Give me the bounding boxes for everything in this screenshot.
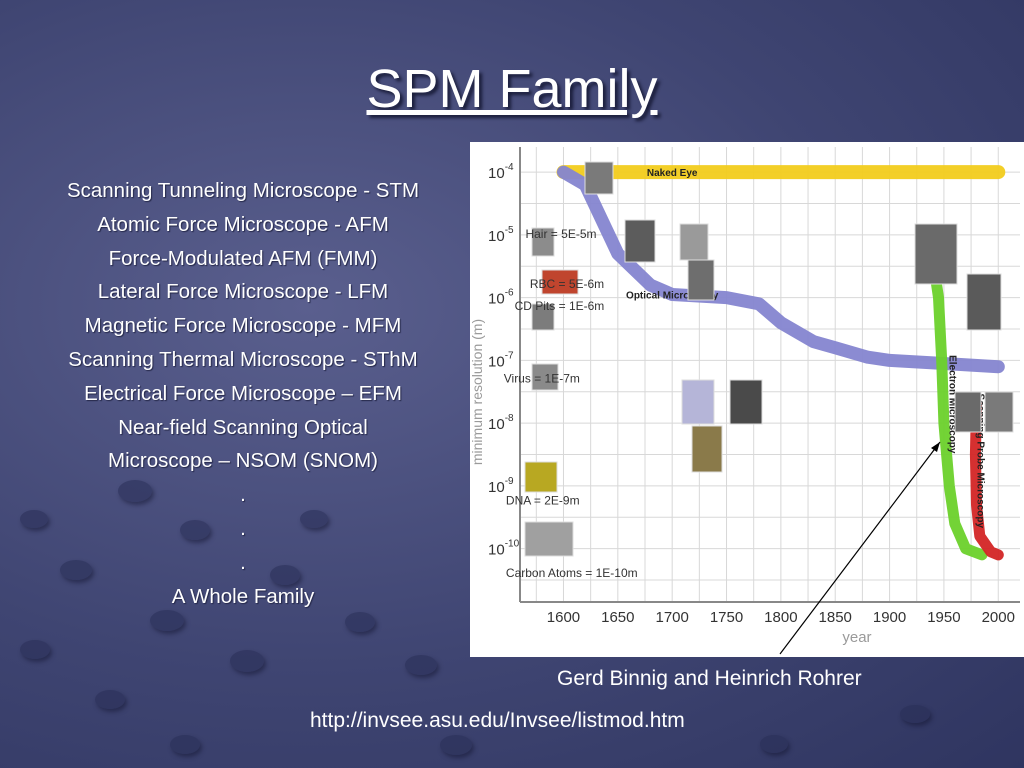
series-label: Naked Eye [647,168,698,179]
y-tick-label: 10-6 [488,288,514,308]
pointer-arrowhead [931,442,940,452]
source-url[interactable]: http://invsee.asu.edu/Invsee/listmod.htm [310,709,685,732]
thumbnail-image [966,273,1002,331]
x-tick-label: 1850 [819,609,852,626]
thumbnail-image [914,223,958,285]
bullet-item: Microscope – NSOM (SNOM) [108,449,378,473]
annotation-label: Carbon Atoms = 1E-10m [506,566,638,580]
x-tick-label: 2000 [982,609,1015,626]
thumbnail-image [531,303,555,331]
bullet-item: Electrical Force Microscope – EFM [84,381,402,405]
caption: Gerd Binnig and Heinrich Rohrer [557,667,862,690]
bullet-item: Atomic Force Microscope - AFM [97,212,389,236]
y-tick-label: 10-10 [488,539,520,559]
bullet-item: . [240,516,246,540]
resolution-history-chart: 1600 1650 1700 1750 1800 1850 1900 1950 2000 10-4… [470,147,1020,655]
x-tick-label: 1650 [601,609,634,626]
bullet-item: Scanning Thermal Microscope - SThM [68,347,418,371]
x-tick-label: 1600 [547,609,580,626]
series-label: Electron Microscopy [946,355,957,454]
thumbnail-image [679,223,709,261]
annotation-label: Hair = 5E-5m [525,227,596,241]
x-tick-label: 1750 [710,609,743,626]
thumbnail-image [954,391,982,433]
bullet-item: Scanning Tunneling Microscope - STM [66,179,420,202]
thumbnail-image [531,363,559,391]
thumbnail-image [541,269,579,295]
chart-panel: 1600 1650 1700 1750 1800 1850 1900 1950 2000 10-4… [470,142,1024,657]
x-tick-label: 1800 [764,609,797,626]
x-tick-label: 1950 [927,609,960,626]
series-line [969,398,1004,561]
bullet-item: Lateral Force Microscope - LFM [97,280,389,304]
series-label: Optical Microscopy [626,290,719,301]
y-axis-label: minimum resolution (m) [470,319,485,465]
thumbnail-image [691,425,723,473]
y-tick-label: 10-5 [488,225,514,245]
pointer-line [779,441,941,655]
annotation-label: RBC = 5E-6m [530,277,604,291]
annotation-label: Virus = 1E-7m [504,371,580,385]
x-axis-label: year [842,629,871,646]
series-line [557,165,1005,374]
thumbnail-image [687,259,715,301]
thumbnail-image [584,161,614,195]
thumbnail-image [984,391,1014,433]
thumbnail-image [531,227,555,257]
x-tick-label: 1900 [873,609,906,626]
thumbnail-image [524,461,558,493]
bullet-item: Magnetic Force Microscope - MFM [84,314,402,338]
annotation-label: CD Pits = 1E-6m [515,299,605,313]
bullet-item: . [240,483,246,507]
y-tick-label: 10-7 [488,350,514,370]
y-tick-label: 10-4 [488,162,514,182]
y-tick-label: 10-8 [488,413,514,433]
series-label: Scanning Probe Microscopy [975,394,986,529]
thumbnail-image [681,379,715,425]
bullet-item: Force-Modulated AFM (FMM) [108,246,378,270]
thumbnail-image [524,521,574,557]
bullet-item: . [240,550,246,574]
bullet-item: A Whole Family [171,584,315,608]
x-tick-label: 1700 [655,609,688,626]
thumbnail-image [729,379,763,425]
y-tick-label: 10-9 [488,476,514,496]
bullet-list: Scanning Tunneling Microscope - STM Atomi… [18,174,468,613]
slide-title: SPM Family [366,59,658,119]
bullet-item: Near-field Scanning Optical [118,415,368,439]
thumbnail-image [624,219,656,263]
annotation-label: DNA = 2E-9m [506,494,580,508]
